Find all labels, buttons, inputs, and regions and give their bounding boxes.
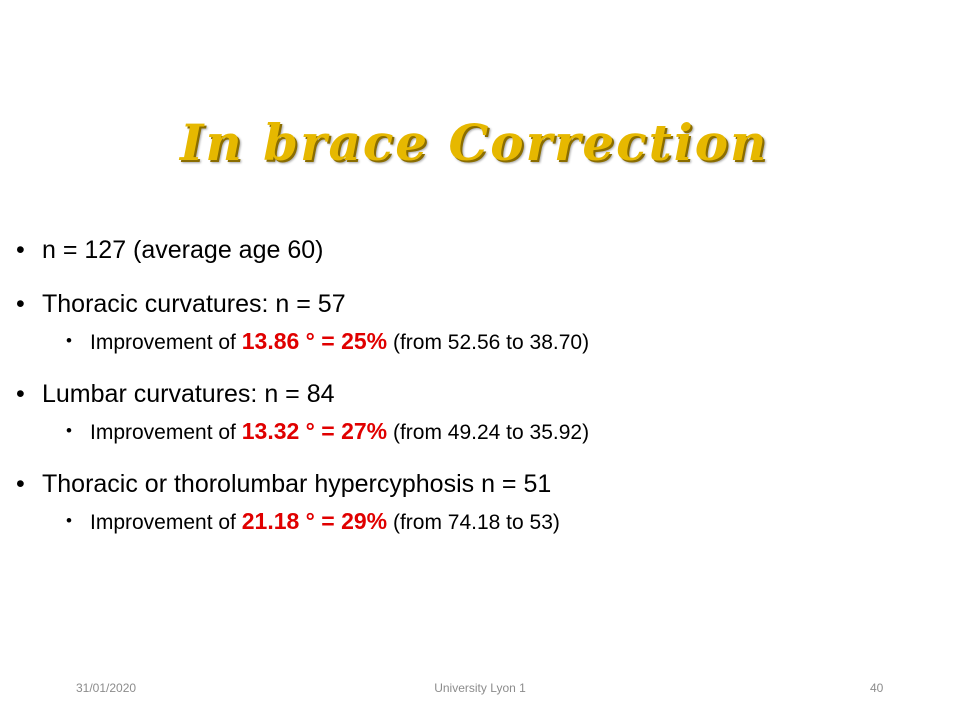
bullet-item-lumbar: • Lumbar curvatures: n = 84 [0,376,960,412]
slide-title: In brace Correction [180,113,769,172]
sub-bullet-dot-icon: • [66,421,72,440]
sub-bullet-lumbar-improvement: • Improvement of 13.32 ° = 27% (from 49.… [0,416,960,448]
bullet-dot-icon: • [16,236,25,264]
footer-institution: University Lyon 1 [434,681,526,695]
sub-bullet-prefix: Improvement of [90,331,242,354]
bullet-text: Thoracic curvatures: n = 57 [42,290,346,318]
bullet-dot-icon: • [16,470,25,498]
sub-bullet-suffix: (from 49.24 to 35.92) [387,421,590,444]
bullet-item-thoracic: • Thoracic curvatures: n = 57 [0,286,960,322]
sub-bullet-prefix: Improvement of [90,421,242,444]
sub-bullet-highlight: 21.18 ° = 29% [241,508,388,534]
sub-bullet-thoracic-improvement: • Improvement of 13.86 ° = 25% (from 52.… [0,326,960,358]
sub-bullet-prefix: Improvement of [90,511,242,534]
footer-date: 31/01/2020 [76,681,137,695]
sub-bullet-highlight: 13.86 ° = 25% [241,328,388,354]
sub-bullet-dot-icon: • [66,331,72,350]
bullet-item-hypercyphosis: • Thoracic or thorolumbar hypercyphosis … [0,466,960,502]
bullet-item-sample-size: • n = 127 (average age 60) [0,232,960,268]
bullet-list: • n = 127 (average age 60) • Thoracic cu… [0,232,960,538]
sub-bullet-suffix: (from 74.18 to 53) [387,511,560,534]
bullet-dot-icon: • [16,380,25,408]
bullet-text: Lumbar curvatures: n = 84 [42,380,335,408]
footer-page-number: 40 [870,681,884,695]
bullet-text: n = 127 (average age 60) [42,236,324,264]
sub-bullet-hypercyphosis-improvement: • Improvement of 21.18 ° = 29% (from 74.… [0,506,960,538]
sub-bullet-highlight: 13.32 ° = 27% [241,418,388,444]
bullet-dot-icon: • [16,290,25,318]
sub-bullet-dot-icon: • [66,511,72,530]
sub-bullet-suffix: (from 52.56 to 38.70) [387,331,590,354]
bullet-text: Thoracic or thorolumbar hypercyphosis n … [42,470,552,498]
